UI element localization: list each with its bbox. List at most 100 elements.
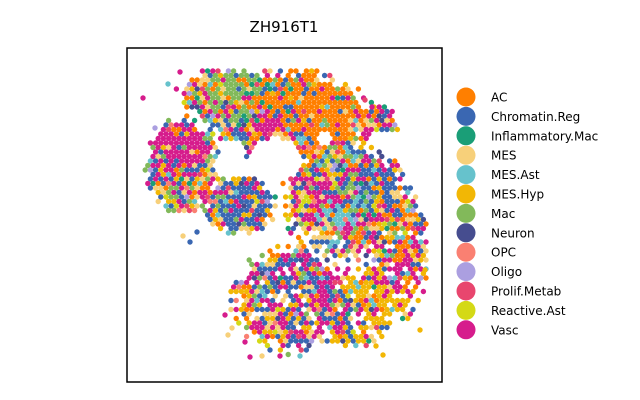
spot-point [293,86,299,92]
spot-point [381,194,388,200]
spot-point [212,189,219,196]
spot-point [410,306,416,313]
spot-point [298,239,304,245]
spot-point [386,275,393,281]
spot-point [202,171,208,178]
spot-point [197,180,203,187]
spot-point [155,171,161,178]
spot-point [342,342,349,349]
spot-point [269,288,276,295]
spot-point [272,329,278,335]
spot-point [379,261,385,268]
spot-point [306,135,312,142]
spot-point [384,297,390,304]
spot-point [360,158,367,164]
spot-point [262,266,268,272]
spot-point [334,176,341,182]
spot-point [199,185,206,191]
spot-point [337,162,343,169]
spot-point [363,207,369,214]
spot-point [389,180,395,187]
spot-point [347,234,354,241]
spot-point [353,180,359,187]
spot-point [275,117,281,124]
spot-point [358,117,364,124]
spot-point [363,342,369,349]
spot-point [306,225,312,232]
spot-point [288,68,294,74]
spot-point [363,117,369,124]
spot-point [311,90,317,97]
spot-point [249,72,255,79]
spot-point [353,234,359,241]
spot-point [340,212,346,218]
spot-point [306,162,312,169]
spot-point [353,279,359,286]
spot-point [168,185,174,191]
spot-point [301,207,307,214]
spot-point [259,315,265,322]
spot-point [345,284,351,290]
spot-point [288,77,294,83]
spot-point [210,113,216,119]
spot-point [410,225,416,232]
spot-point [301,198,307,205]
spot-point [264,90,271,97]
spot-point [285,288,291,295]
spot-point [184,104,190,110]
spot-point [152,149,159,155]
spot-point [308,194,315,200]
spot-point [329,248,336,254]
spot-point [228,207,234,214]
spot-point [381,302,388,308]
spot-point [316,279,323,286]
spot-point [251,113,258,119]
spot-point [355,284,362,290]
spot-point [350,140,356,146]
spot-point [303,266,310,272]
spot-point [290,180,297,187]
spot-point [277,353,283,359]
spot-point [350,167,356,173]
spot-point [402,248,408,254]
spot-point [345,239,351,245]
spot-point [236,104,242,110]
spot-point [277,77,284,83]
spot-point [259,81,265,88]
spot-point [215,203,221,209]
spot-point [394,297,401,304]
spot-point [308,113,315,119]
legend-marker-neuron [456,223,476,243]
spot-point [412,194,419,200]
spot-point [264,315,271,322]
spot-point [275,306,281,313]
spot-point [207,99,213,106]
spot-point [243,297,250,304]
spot-point [368,171,375,178]
spot-point [202,180,208,187]
spot-point [371,257,377,263]
spot-point [321,90,328,97]
spot-point [311,261,317,268]
spot-point [332,90,338,97]
spot-point [311,162,317,169]
spot-point [303,257,310,263]
spot-point [225,203,232,209]
spot-point [181,180,187,187]
spot-point [223,207,229,214]
spot-point [259,135,265,142]
spot-point [249,108,255,115]
spot-point [220,194,226,200]
spot-point [360,284,367,290]
spot-point [337,333,343,340]
spot-point [267,212,273,218]
spot-point [220,113,226,119]
spot-point [194,131,200,137]
spot-point [293,284,299,290]
spot-point [319,221,325,227]
spot-point [319,149,325,155]
spot-point [295,198,302,205]
spot-point [217,216,224,223]
spot-point [277,284,284,290]
spot-point [376,230,382,236]
